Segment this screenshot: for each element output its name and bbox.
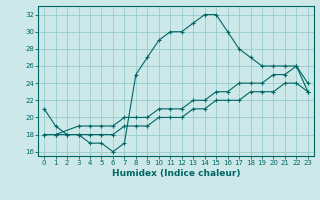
X-axis label: Humidex (Indice chaleur): Humidex (Indice chaleur) [112, 169, 240, 178]
